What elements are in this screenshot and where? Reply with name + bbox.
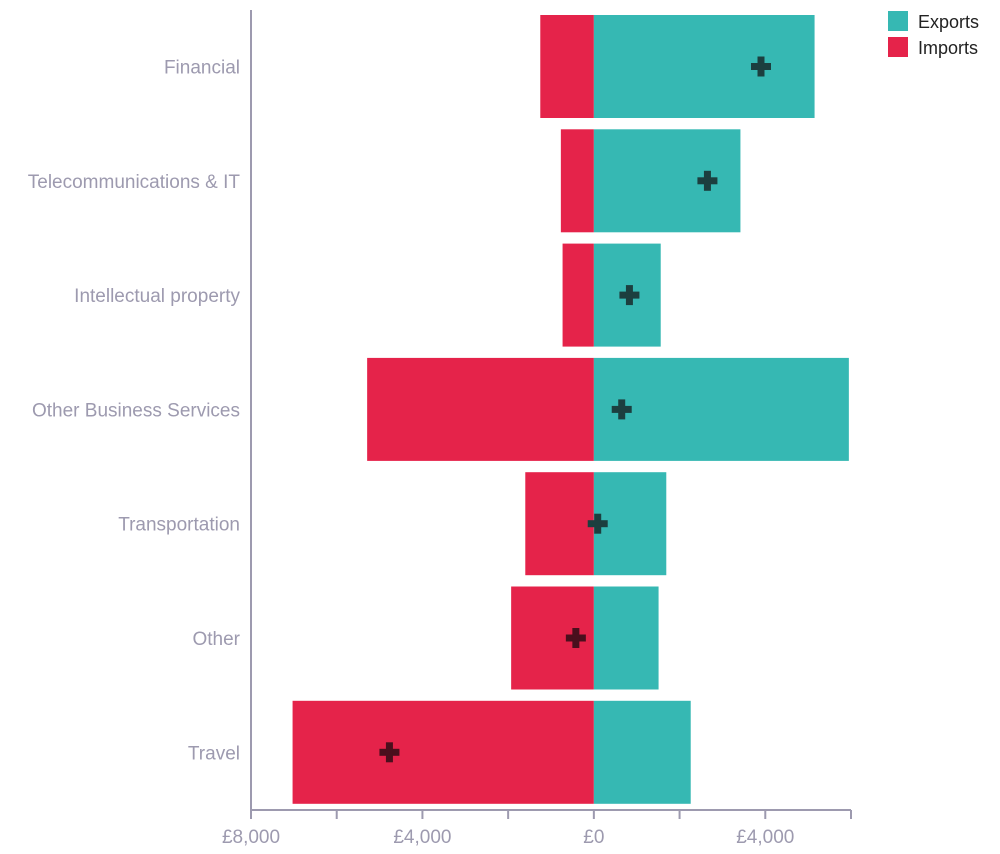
legend-swatch-exports bbox=[888, 11, 908, 31]
net-marker-telecommunications-it bbox=[697, 170, 718, 191]
category-label-other: Other bbox=[192, 629, 240, 650]
bar-exports-travel bbox=[593, 700, 691, 804]
bar-imports-other-business-services bbox=[367, 357, 594, 461]
bar-imports-telecommunications-it bbox=[560, 129, 594, 233]
bar-imports-financial bbox=[540, 15, 594, 118]
bar-exports-financial bbox=[593, 15, 815, 118]
category-label-telecommunications-it: Telecommunications & IT bbox=[28, 172, 241, 193]
net-marker-transportation bbox=[587, 513, 608, 534]
legend-label-imports: Imports bbox=[918, 38, 978, 58]
legend-swatch-imports bbox=[888, 37, 908, 57]
net-balance-markers bbox=[379, 56, 771, 763]
net-marker-travel bbox=[379, 742, 400, 763]
bar-imports-transportation bbox=[525, 472, 594, 576]
category-label-intellectual-property: Intellectual property bbox=[74, 286, 240, 307]
bar-exports-telecommunications-it bbox=[593, 129, 741, 233]
legend-label-exports: Exports bbox=[918, 12, 979, 32]
x-tick-label: £4,000 bbox=[393, 827, 451, 848]
bars-layer bbox=[292, 15, 849, 804]
category-label-travel: Travel bbox=[188, 743, 240, 764]
bar-exports-other-business-services bbox=[593, 357, 849, 461]
x-tick-label: £8,000 bbox=[222, 827, 280, 848]
category-label-other-business-services: Other Business Services bbox=[32, 400, 240, 421]
bar-imports-intellectual-property bbox=[562, 243, 594, 347]
x-tick-label: £4,000 bbox=[736, 827, 794, 848]
axes: £8,000 £4,000 £0 £4,000 bbox=[222, 10, 852, 848]
bar-imports-travel bbox=[292, 700, 594, 804]
net-marker-other-business-services bbox=[611, 399, 632, 420]
x-tick-label: £0 bbox=[583, 827, 604, 848]
legend: Exports Imports bbox=[888, 11, 979, 58]
category-labels: Financial Telecommunications & IT Intellec… bbox=[28, 58, 241, 765]
net-marker-other bbox=[565, 628, 586, 648]
net-marker-intellectual-property bbox=[619, 285, 640, 306]
net-marker-financial bbox=[751, 56, 771, 77]
bar-exports-other bbox=[593, 586, 659, 690]
category-label-transportation: Transportation bbox=[118, 515, 240, 536]
category-label-financial: Financial bbox=[164, 58, 240, 79]
